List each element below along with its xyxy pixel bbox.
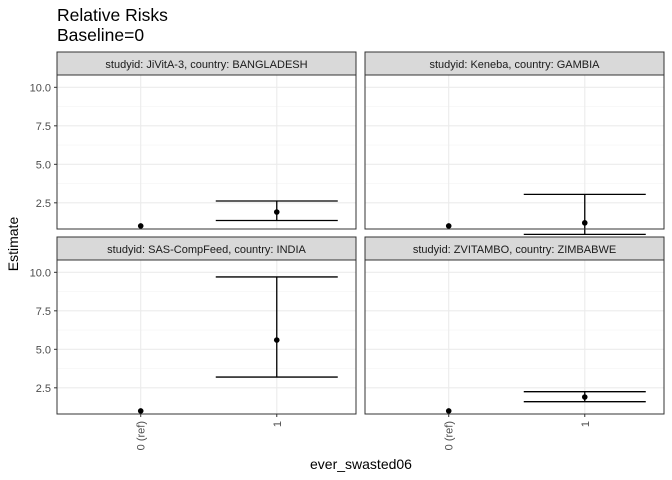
x-tick-label: 1 bbox=[580, 421, 592, 427]
y-tick-label: 10.0 bbox=[30, 82, 51, 94]
panel-border bbox=[364, 74, 665, 230]
x-tick-label: 0 (ref) bbox=[444, 421, 456, 450]
panel-background bbox=[57, 75, 356, 229]
y-tick-label: 7.5 bbox=[36, 121, 51, 133]
estimate-point bbox=[581, 394, 588, 400]
estimate-point bbox=[581, 220, 588, 226]
y-tick-label: 2.5 bbox=[36, 198, 51, 210]
chart-subtitle: Baseline=0 bbox=[57, 25, 144, 45]
y-tick-label: 5.0 bbox=[36, 344, 51, 356]
x-tick-label: 0 (ref) bbox=[136, 421, 148, 450]
facet-panel: studyid: JiVitA-3, country: BANGLADESH 2.… bbox=[30, 51, 357, 230]
y-tick-label: 10.0 bbox=[30, 267, 51, 279]
x-axis-label: ever_swasted06 bbox=[310, 456, 412, 472]
panel-background bbox=[365, 75, 664, 229]
facet-strip-label: studyid: JiVitA-3, country: BANGLADESH bbox=[105, 59, 307, 71]
facet-panel: studyid: ZVITAMBO, country: ZIMBABWE 0 (r… bbox=[364, 236, 665, 450]
y-tick-label: 2.5 bbox=[36, 383, 51, 395]
x-tick-label: 1 bbox=[272, 421, 284, 427]
y-axis-label: Estimate bbox=[5, 217, 21, 272]
facet-panel: studyid: SAS-CompFeed, country: INDIA 2.5… bbox=[30, 236, 357, 450]
y-tick-label: 7.5 bbox=[36, 306, 51, 318]
panel-background bbox=[365, 260, 664, 414]
chart-title: Relative Risks bbox=[57, 5, 168, 25]
facet-panels: studyid: JiVitA-3, country: BANGLADESH 2.… bbox=[30, 51, 665, 450]
facet-strip-label: studyid: SAS-CompFeed, country: INDIA bbox=[107, 244, 306, 256]
panel-background bbox=[57, 260, 356, 414]
panel-border bbox=[364, 259, 665, 415]
facet-strip-label: studyid: Keneba, country: GAMBIA bbox=[430, 59, 601, 71]
estimate-point bbox=[273, 337, 280, 343]
estimate-point bbox=[273, 209, 280, 215]
panel-border bbox=[56, 74, 357, 230]
estimate-point bbox=[137, 223, 144, 229]
estimate-point bbox=[445, 223, 452, 229]
y-tick-label: 5.0 bbox=[36, 159, 51, 171]
estimate-point bbox=[445, 408, 452, 414]
panel-border bbox=[56, 259, 357, 415]
estimate-point bbox=[137, 408, 144, 414]
facet-strip-label: studyid: ZVITAMBO, country: ZIMBABWE bbox=[413, 244, 616, 256]
facet-panel: studyid: Keneba, country: GAMBIA bbox=[364, 51, 665, 236]
